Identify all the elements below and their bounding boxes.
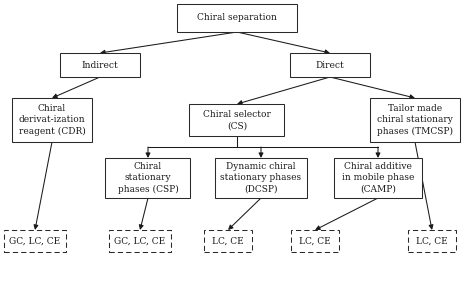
- Text: Tailor made
chiral stationary
phases (TMCSP): Tailor made chiral stationary phases (TM…: [377, 104, 453, 136]
- Bar: [12, 98, 92, 142]
- Text: Dynamic chiral
stationary phases
(DCSP): Dynamic chiral stationary phases (DCSP): [220, 162, 301, 194]
- Bar: [291, 230, 339, 252]
- Bar: [408, 230, 456, 252]
- Bar: [4, 230, 66, 252]
- Text: Indirect: Indirect: [82, 61, 118, 70]
- Bar: [334, 158, 422, 198]
- Text: Chiral separation: Chiral separation: [197, 14, 277, 23]
- Text: Chiral
stationary
phases (CSP): Chiral stationary phases (CSP): [118, 162, 178, 194]
- Bar: [109, 230, 171, 252]
- Bar: [215, 158, 307, 198]
- Text: Direct: Direct: [316, 61, 345, 70]
- Text: LC, CE: LC, CE: [299, 237, 331, 245]
- Text: Chiral selector
(CS): Chiral selector (CS): [203, 110, 271, 130]
- Text: Chiral
derivat­ization
reagent (CDR): Chiral derivat­ization reagent (CDR): [18, 104, 85, 136]
- Bar: [370, 98, 460, 142]
- Text: LC, CE: LC, CE: [416, 237, 448, 245]
- Bar: [177, 4, 297, 32]
- Bar: [204, 230, 252, 252]
- Text: GC, LC, CE: GC, LC, CE: [114, 237, 165, 245]
- Bar: [60, 53, 140, 77]
- Bar: [290, 53, 370, 77]
- Bar: [106, 158, 191, 198]
- Text: GC, LC, CE: GC, LC, CE: [9, 237, 61, 245]
- Text: Chiral additive
in mobile phase
(CAMP): Chiral additive in mobile phase (CAMP): [342, 162, 414, 194]
- Bar: [190, 104, 284, 136]
- Text: LC, CE: LC, CE: [212, 237, 244, 245]
